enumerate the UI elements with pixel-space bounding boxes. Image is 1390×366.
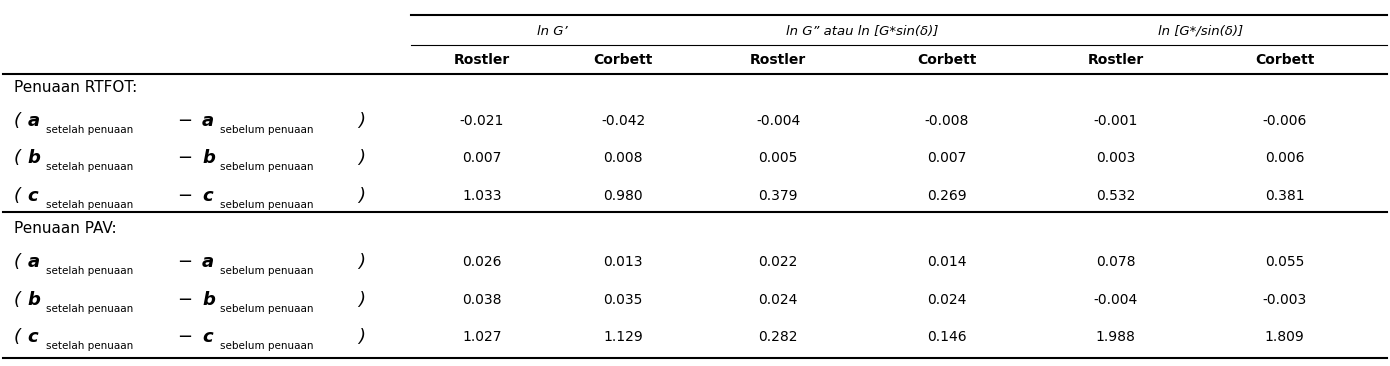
- Text: sebelum penuaan: sebelum penuaan: [220, 341, 314, 351]
- Text: 0.014: 0.014: [927, 255, 966, 269]
- Text: Corbett: Corbett: [594, 53, 653, 67]
- Text: -0.021: -0.021: [460, 114, 505, 128]
- Text: (: (: [14, 112, 21, 130]
- Text: -0.004: -0.004: [1094, 292, 1138, 307]
- Text: 0.007: 0.007: [461, 152, 502, 165]
- Text: −: −: [177, 187, 192, 205]
- Text: 0.006: 0.006: [1265, 152, 1305, 165]
- Text: 0.024: 0.024: [927, 292, 966, 307]
- Text: 0.035: 0.035: [603, 292, 642, 307]
- Text: (: (: [14, 291, 21, 309]
- Text: 0.078: 0.078: [1097, 255, 1136, 269]
- Text: 0.007: 0.007: [927, 152, 966, 165]
- Text: 1.027: 1.027: [461, 330, 502, 344]
- Text: sebelum penuaan: sebelum penuaan: [220, 266, 314, 276]
- Text: 0.008: 0.008: [603, 152, 642, 165]
- Text: -0.042: -0.042: [600, 114, 645, 128]
- Text: b: b: [28, 149, 40, 167]
- Text: b: b: [28, 291, 40, 309]
- Text: 0.980: 0.980: [603, 189, 642, 203]
- Text: ): ): [359, 149, 366, 167]
- Text: c: c: [202, 187, 213, 205]
- Text: a: a: [28, 112, 40, 130]
- Text: 0.022: 0.022: [759, 255, 798, 269]
- Text: −: −: [177, 112, 192, 130]
- Text: Penuaan RTFOT:: Penuaan RTFOT:: [14, 80, 138, 95]
- Text: 0.038: 0.038: [461, 292, 502, 307]
- Text: −: −: [177, 253, 192, 271]
- Text: 0.005: 0.005: [759, 152, 798, 165]
- Text: sebelum penuaan: sebelum penuaan: [220, 200, 314, 210]
- Text: setelah penuaan: setelah penuaan: [46, 303, 133, 314]
- Text: ln G’: ln G’: [537, 25, 567, 38]
- Text: (: (: [14, 253, 21, 271]
- Text: setelah penuaan: setelah penuaan: [46, 341, 133, 351]
- Text: ln [G*/sin(δ)]: ln [G*/sin(δ)]: [1158, 25, 1243, 38]
- Text: ): ): [359, 187, 366, 205]
- Text: Rostler: Rostler: [751, 53, 806, 67]
- Text: −: −: [177, 328, 192, 346]
- Text: Penuaan PAV:: Penuaan PAV:: [14, 221, 117, 236]
- Text: 1.988: 1.988: [1095, 330, 1136, 344]
- Text: 0.024: 0.024: [759, 292, 798, 307]
- Text: -0.006: -0.006: [1262, 114, 1307, 128]
- Text: (: (: [14, 187, 21, 205]
- Text: c: c: [28, 328, 39, 346]
- Text: Corbett: Corbett: [1255, 53, 1315, 67]
- Text: Rostler: Rostler: [1088, 53, 1144, 67]
- Text: setelah penuaan: setelah penuaan: [46, 163, 133, 172]
- Text: sebelum penuaan: sebelum penuaan: [220, 303, 314, 314]
- Text: (: (: [14, 149, 21, 167]
- Text: 0.282: 0.282: [759, 330, 798, 344]
- Text: -0.004: -0.004: [756, 114, 801, 128]
- Text: 0.146: 0.146: [927, 330, 967, 344]
- Text: ln G” atau ln [G*sin(δ)]: ln G” atau ln [G*sin(δ)]: [787, 25, 938, 38]
- Text: a: a: [28, 253, 40, 271]
- Text: a: a: [202, 253, 214, 271]
- Text: 1.033: 1.033: [461, 189, 502, 203]
- Text: -0.003: -0.003: [1262, 292, 1307, 307]
- Text: setelah penuaan: setelah penuaan: [46, 125, 133, 135]
- Text: ): ): [359, 253, 366, 271]
- Text: 0.055: 0.055: [1265, 255, 1304, 269]
- Text: sebelum penuaan: sebelum penuaan: [220, 125, 314, 135]
- Text: a: a: [202, 112, 214, 130]
- Text: c: c: [202, 328, 213, 346]
- Text: setelah penuaan: setelah penuaan: [46, 200, 133, 210]
- Text: -0.008: -0.008: [924, 114, 969, 128]
- Text: 0.026: 0.026: [461, 255, 502, 269]
- Text: 0.013: 0.013: [603, 255, 642, 269]
- Text: -0.001: -0.001: [1094, 114, 1138, 128]
- Text: 1.129: 1.129: [603, 330, 644, 344]
- Text: b: b: [202, 291, 215, 309]
- Text: −: −: [177, 149, 192, 167]
- Text: 0.532: 0.532: [1097, 189, 1136, 203]
- Text: ): ): [359, 291, 366, 309]
- Text: −: −: [177, 291, 192, 309]
- Text: 1.809: 1.809: [1265, 330, 1305, 344]
- Text: Corbett: Corbett: [917, 53, 977, 67]
- Text: (: (: [14, 328, 21, 346]
- Text: sebelum penuaan: sebelum penuaan: [220, 163, 314, 172]
- Text: setelah penuaan: setelah penuaan: [46, 266, 133, 276]
- Text: 0.381: 0.381: [1265, 189, 1305, 203]
- Text: 0.379: 0.379: [759, 189, 798, 203]
- Text: c: c: [28, 187, 39, 205]
- Text: 0.003: 0.003: [1097, 152, 1136, 165]
- Text: Rostler: Rostler: [453, 53, 510, 67]
- Text: ): ): [359, 112, 366, 130]
- Text: 0.269: 0.269: [927, 189, 967, 203]
- Text: b: b: [202, 149, 215, 167]
- Text: ): ): [359, 328, 366, 346]
